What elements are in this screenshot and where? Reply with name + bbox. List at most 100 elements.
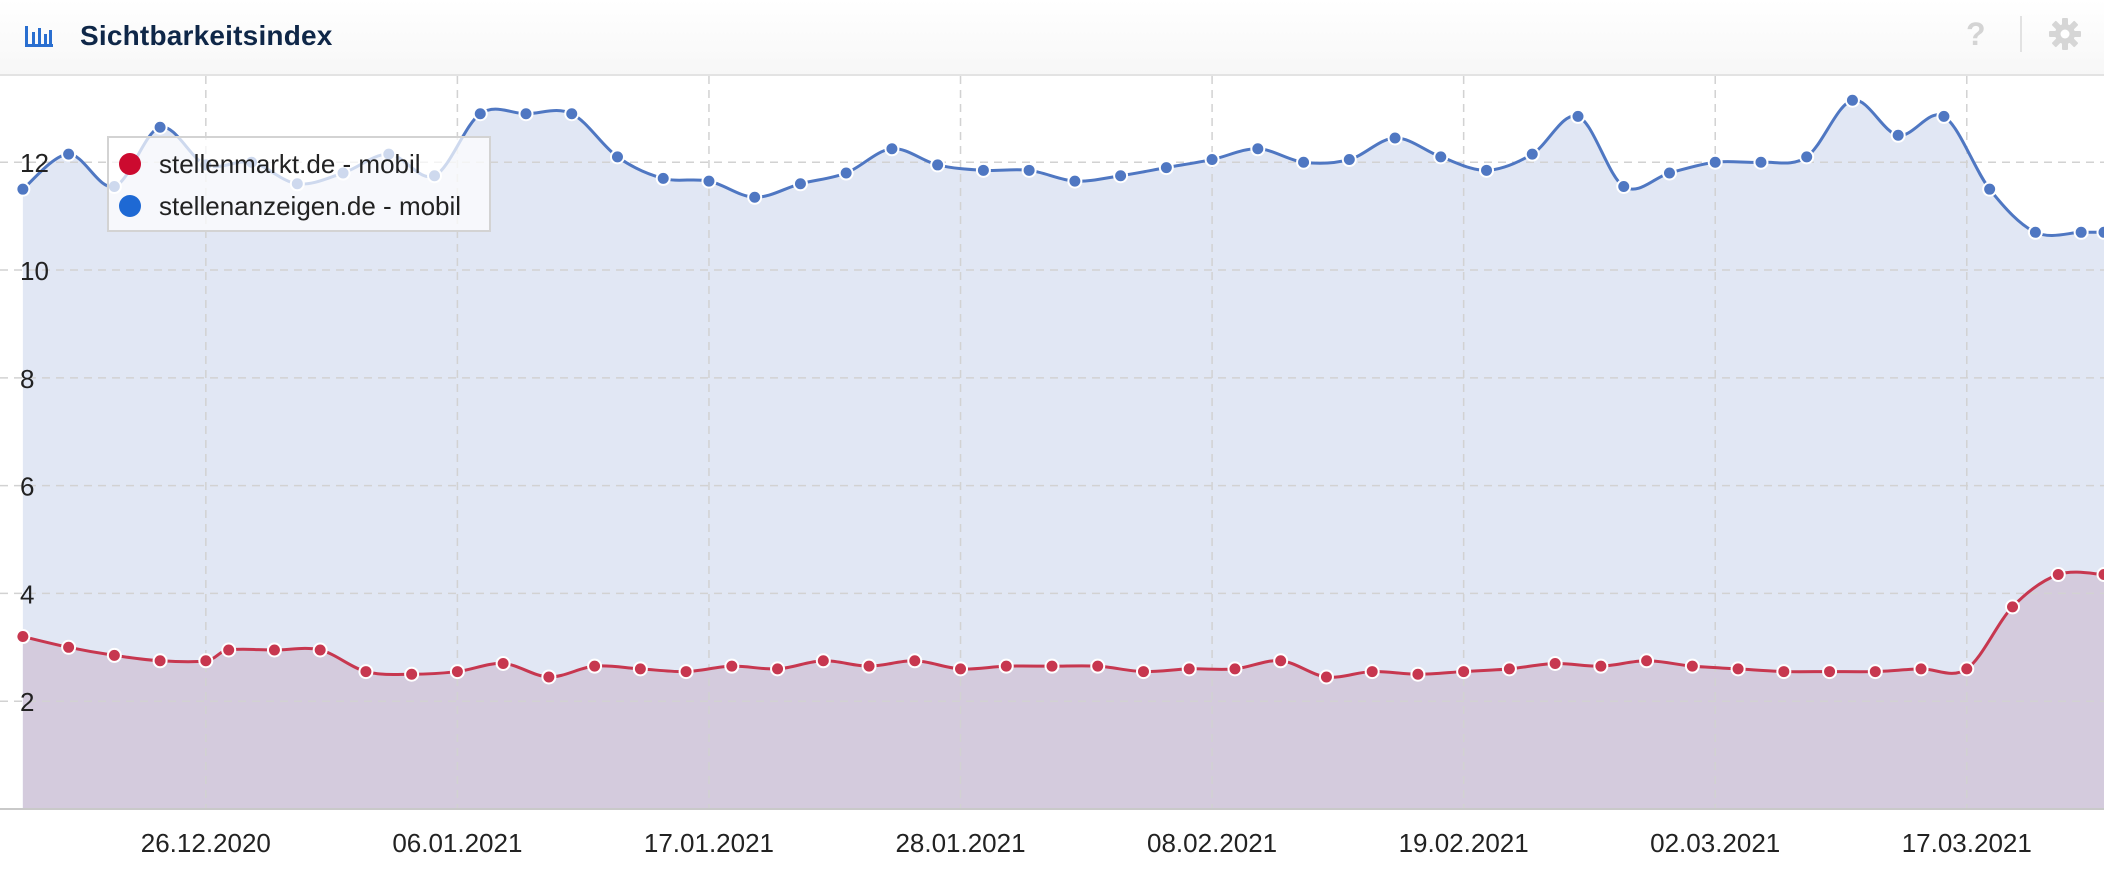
series-stellenmarkt-point — [15, 629, 31, 645]
x-tick-label: 02.03.2021 — [1650, 828, 1780, 858]
series-stellenmarkt-point — [1090, 658, 1106, 674]
series-stellenmarkt-point — [632, 661, 648, 677]
legend-item-stellenanzeigen[interactable]: stellenanzeigen.de - mobil — [119, 186, 461, 226]
question-mark-icon[interactable]: ? — [1966, 16, 1986, 52]
series-stellenanzeigen-point — [1021, 162, 1037, 178]
series-stellenanzeigen-point — [1799, 149, 1815, 165]
series-stellenmarkt-point — [1135, 664, 1151, 680]
legend-label: stellenmarkt.de - mobil — [159, 148, 421, 179]
series-stellenanzeigen-point — [701, 173, 717, 189]
series-stellenmarkt-point — [1227, 661, 1243, 677]
y-tick-label: 2 — [20, 687, 34, 717]
series-stellenanzeigen-point — [1158, 160, 1174, 176]
series-stellenanzeigen-point — [1479, 162, 1495, 178]
y-tick-label: 6 — [20, 472, 34, 502]
series-stellenmarkt-point — [907, 653, 923, 669]
series-stellenanzeigen-point — [1936, 108, 1952, 124]
series-stellenmarkt-point — [61, 639, 77, 655]
header-divider — [2020, 16, 2022, 52]
x-tick-label: 26.12.2020 — [141, 828, 271, 858]
series-stellenanzeigen-point — [884, 141, 900, 157]
series-stellenanzeigen-point — [1296, 154, 1312, 170]
series-stellenmarkt-point — [587, 658, 603, 674]
series-stellenmarkt-point — [1181, 661, 1197, 677]
series-stellenmarkt-point — [1410, 666, 1426, 682]
widget-title: Sichtbarkeitsindex — [80, 20, 333, 51]
series-stellenanzeigen-point — [564, 106, 580, 122]
series-stellenanzeigen-point — [61, 146, 77, 162]
series-stellenmarkt-point — [312, 642, 328, 658]
x-tick-label: 28.01.2021 — [895, 828, 1025, 858]
series-stellenanzeigen-point — [747, 189, 763, 205]
series-stellenmarkt-point — [1776, 664, 1792, 680]
x-tick-label: 19.02.2021 — [1399, 828, 1529, 858]
series-stellenmarkt-area — [22, 572, 2104, 809]
series-stellenanzeigen-point — [1570, 108, 1586, 124]
visibility-chart: 2 4 6 8 10 12 26.12.2020 06.01.2021 17.01.2021 28… — [0, 76, 2104, 858]
series-stellenmarkt-point — [449, 664, 465, 680]
series-stellenmarkt-point — [678, 664, 694, 680]
series-stellenanzeigen-point — [152, 119, 168, 135]
series-stellenanzeigen-point — [1250, 141, 1266, 157]
bar-chart-icon — [25, 26, 53, 47]
x-tick-label: 17.03.2021 — [1902, 828, 2032, 858]
x-tick-label: 08.02.2021 — [1147, 828, 1277, 858]
series-stellenmarkt-point — [495, 655, 511, 671]
series-stellenmarkt-point — [1501, 661, 1517, 677]
series-stellenmarkt-point — [815, 653, 831, 669]
series-stellenmarkt-point — [1959, 661, 1975, 677]
series-stellenanzeigen-point — [2073, 224, 2089, 240]
series-stellenmarkt-point — [1913, 661, 1929, 677]
chart-legend: stellenmarkt.de - mobil stellenanzeigen.… — [107, 136, 491, 232]
series-stellenmarkt-point — [541, 669, 557, 685]
series-stellenmarkt-point — [266, 642, 282, 658]
series-stellenmarkt-point — [770, 661, 786, 677]
y-tick-label: 10 — [20, 256, 49, 286]
legend-item-stellenmarkt[interactable]: stellenmarkt.de - mobil — [119, 144, 421, 184]
series-stellenanzeigen-point — [655, 170, 671, 186]
series-stellenmarkt-point — [2050, 567, 2066, 583]
series-stellenmarkt-point — [358, 664, 374, 680]
series-stellenanzeigen-point — [1707, 154, 1723, 170]
series-stellenmarkt-point — [2005, 599, 2021, 615]
legend-dot-red — [119, 153, 141, 175]
y-tick-label: 12 — [20, 148, 49, 178]
series-stellenanzeigen-point — [1616, 178, 1632, 194]
series-stellenanzeigen-point — [1844, 92, 1860, 108]
series-stellenanzeigen-point — [472, 106, 488, 122]
series-stellenanzeigen-point — [518, 106, 534, 122]
series-stellenmarkt-point — [1044, 658, 1060, 674]
series-stellenmarkt-point — [724, 658, 740, 674]
series-stellenmarkt-point — [1273, 653, 1289, 669]
series-stellenmarkt-point — [1822, 664, 1838, 680]
legend-dot-blue — [119, 195, 141, 217]
series-stellenanzeigen-point — [609, 149, 625, 165]
gear-icon[interactable] — [2048, 17, 2082, 51]
series-stellenanzeigen-point — [1341, 152, 1357, 168]
series-stellenanzeigen-point — [1982, 181, 1998, 197]
series-stellenmarkt-point — [1730, 661, 1746, 677]
series-stellenanzeigen-point — [1067, 173, 1083, 189]
y-tick-label: 4 — [20, 579, 34, 609]
series-stellenanzeigen-point — [930, 157, 946, 173]
series-stellenanzeigen-point — [1204, 152, 1220, 168]
series-stellenmarkt-point — [2096, 567, 2104, 583]
series-stellenanzeigen-point — [1661, 165, 1677, 181]
series-stellenmarkt-point — [1364, 664, 1380, 680]
series-stellenmarkt-point — [998, 658, 1014, 674]
y-tick-label: 8 — [20, 364, 34, 394]
legend-label: stellenanzeigen.de - mobil — [159, 190, 462, 221]
series-stellenmarkt-point — [953, 661, 969, 677]
series-stellenmarkt-point — [1867, 664, 1883, 680]
series-stellenmarkt-point — [198, 653, 214, 669]
series-stellenanzeigen-point — [2096, 224, 2104, 240]
x-tick-label: 06.01.2021 — [392, 828, 522, 858]
series-stellenmarkt-point — [1684, 658, 1700, 674]
series-stellenanzeigen-point — [975, 162, 991, 178]
series-stellenanzeigen-point — [1387, 130, 1403, 146]
series-stellenmarkt-point — [152, 653, 168, 669]
series-stellenmarkt-point — [1318, 669, 1334, 685]
series-stellenmarkt-point — [1547, 655, 1563, 671]
series-stellenanzeigen-point — [1753, 154, 1769, 170]
series-stellenanzeigen-point — [1890, 127, 1906, 143]
